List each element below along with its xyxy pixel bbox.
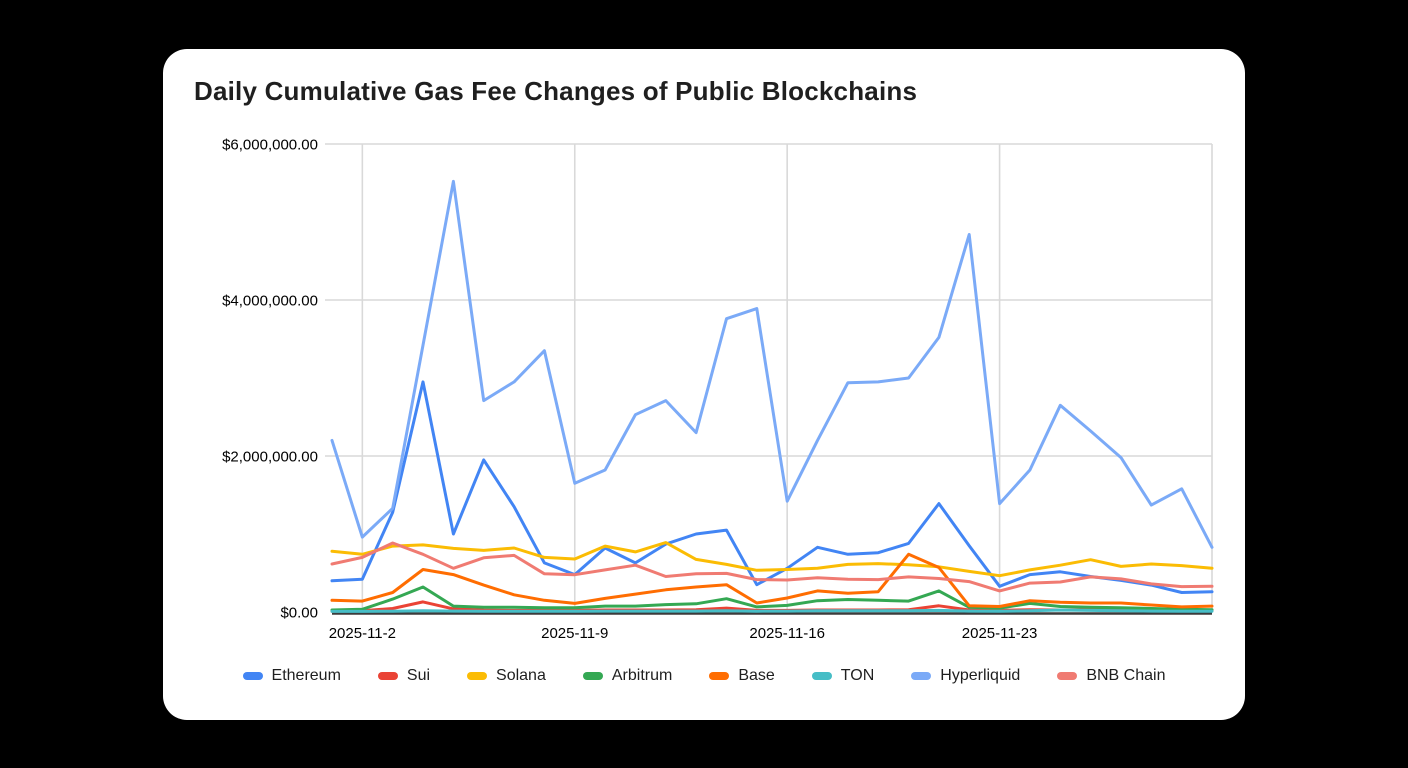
legend-swatch-icon (1057, 672, 1078, 680)
y-axis-label: $6,000,000.00 (222, 137, 318, 154)
legend-swatch-icon (911, 672, 932, 680)
y-axis-label: $2,000,000.00 (222, 449, 318, 466)
legend-label: Sui (406, 667, 431, 684)
legend-swatch-icon (582, 672, 603, 680)
legend-item-sui[interactable]: Sui (377, 667, 431, 685)
series-line-ton (330, 608, 1214, 613)
x-axis-label: 2025-11-16 (749, 625, 825, 642)
legend-label: TON (840, 667, 875, 684)
legend-swatch-icon (709, 672, 730, 680)
chart-card: Daily Cumulative Gas Fee Changes of Publ… (163, 49, 1245, 720)
legend-label: Hyperliquid (940, 667, 1021, 684)
legend-item-hyperliquid[interactable]: Hyperliquid (911, 667, 1020, 685)
series-line-bnb-chain (330, 541, 1214, 593)
legend-label: Base (738, 667, 775, 684)
chart-legend: Ethereum Sui Solana Arbitrum Base TON Hyperliq… (163, 661, 1245, 691)
legend-swatch-icon (242, 672, 263, 680)
legend-swatch-icon (811, 672, 832, 680)
x-axis-label: 2025-11-23 (962, 625, 1038, 642)
legend-swatch-icon (467, 672, 488, 680)
legend-label: Solana (496, 667, 546, 684)
x-axis-label: 2025-11-2 (329, 625, 396, 642)
legend-item-arbitrum[interactable]: Arbitrum (582, 667, 673, 685)
legend-item-ethereum[interactable]: Ethereum (242, 667, 341, 685)
legend-label: BNB Chain (1086, 667, 1166, 684)
legend-item-base[interactable]: Base (709, 667, 775, 685)
legend-label: Ethereum (271, 667, 341, 684)
series-line-ethereum (330, 380, 1214, 594)
legend-swatch-icon (377, 672, 398, 680)
chart-title: Daily Cumulative Gas Fee Changes of Publ… (194, 76, 918, 106)
y-axis-label: $4,000,000.00 (222, 293, 318, 310)
legend-item-solana[interactable]: Solana (467, 667, 546, 685)
legend-item-ton[interactable]: TON (811, 667, 875, 685)
legend-item-bnb-chain[interactable]: BNB Chain (1057, 667, 1165, 685)
legend-label: Arbitrum (611, 667, 673, 684)
series-line-solana (330, 541, 1214, 578)
series-line-hyperliquid (330, 179, 1214, 549)
y-axis-label: $0.00 (280, 605, 318, 622)
series-line-arbitrum (330, 585, 1214, 612)
series-line-base (330, 552, 1214, 609)
chart-plot-area: $0.00 $2,000,000.00 $4,000,000.00 $6,000,00… (222, 137, 1214, 642)
x-axis-label: 2025-11-9 (541, 625, 608, 642)
